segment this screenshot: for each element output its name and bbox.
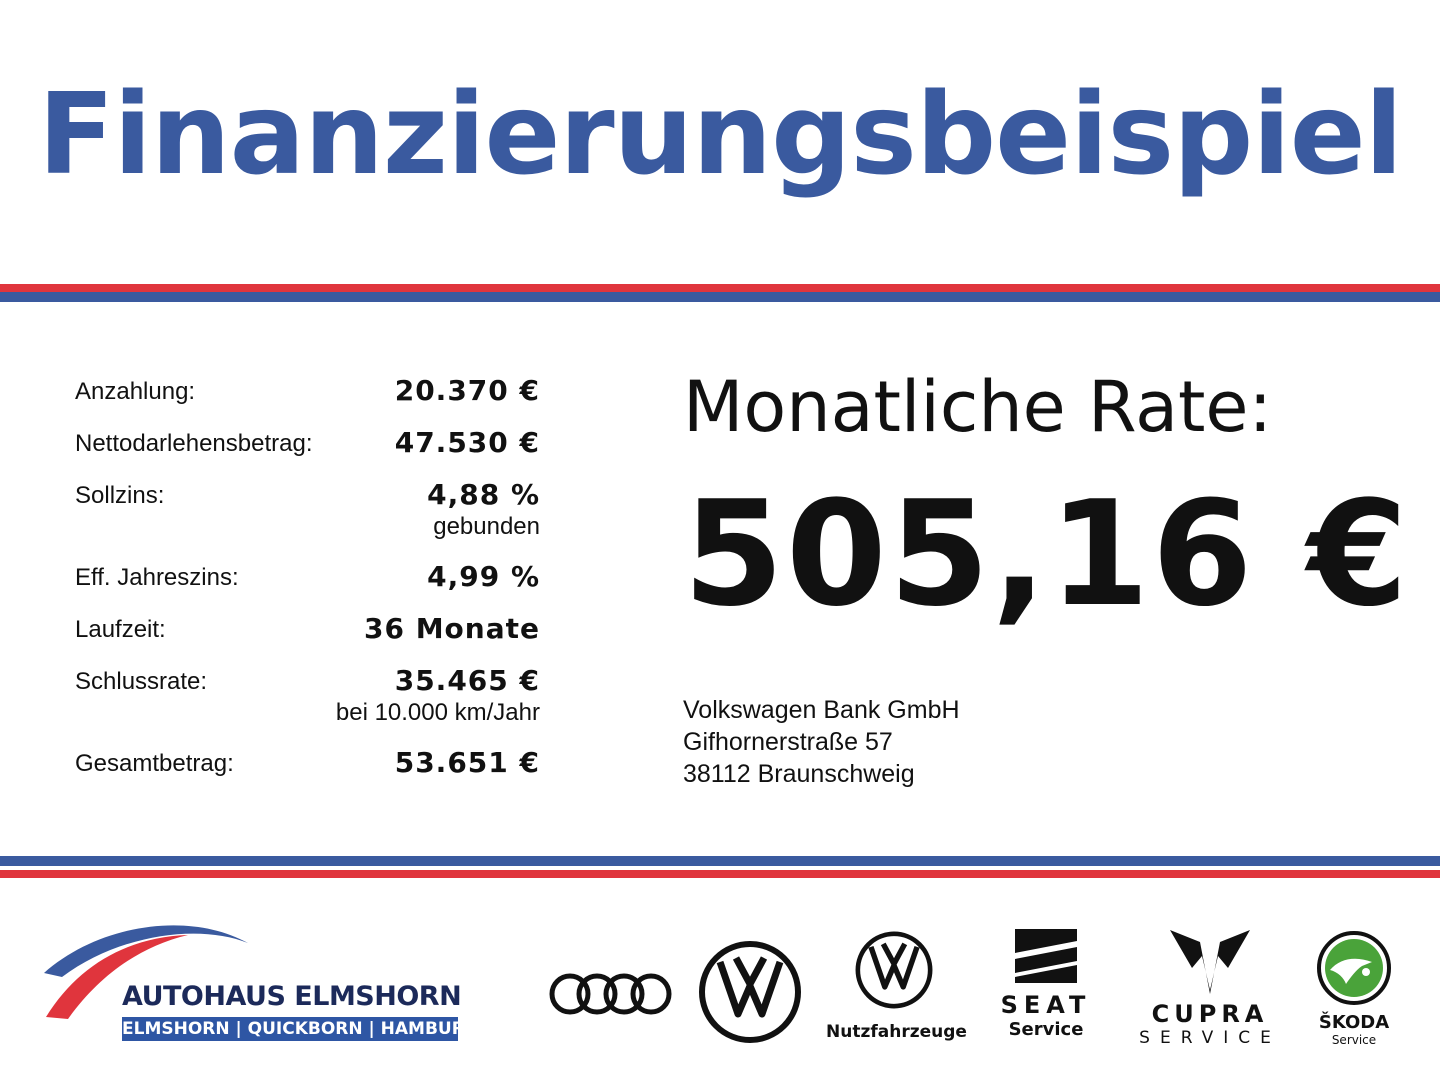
bank-street: Gifhornerstraße 57 [683, 728, 893, 756]
vw-nfz-label: Nutzfahrzeuge [826, 1022, 967, 1042]
detail-row-anzahlung: Anzahlung: 20.370 € [75, 374, 540, 408]
detail-row-laufzeit: Laufzeit: 36 Monate [75, 612, 540, 646]
cupra-service-label: SERVICE [1139, 1028, 1281, 1048]
dealer-swoosh-icon [44, 925, 248, 1019]
vw-icon [699, 941, 801, 1043]
detail-label: Schlussrate: [75, 668, 208, 695]
dealer-locations: ELMSHORN | QUICKBORN | HAMBURG [122, 1017, 479, 1041]
monthly-rate-value: 505,16 € [683, 470, 1410, 639]
detail-row-eff-jahreszins: Eff. Jahreszins: 4,99 % [75, 560, 540, 594]
seat-service-label: Service [1008, 1019, 1084, 1040]
detail-row-nettodarlehensbetrag: Nettodarlehensbetrag: 47.530 € [75, 426, 540, 460]
cupra-icon [1170, 930, 1250, 994]
detail-row-gesamtbetrag: Gesamtbetrag: 53.651 € [75, 746, 540, 780]
detail-value: 4,88 % [427, 478, 540, 511]
audi-rings-icon [549, 973, 672, 1015]
finance-details: Anzahlung: 20.370 € Nettodarlehensbetrag… [75, 374, 540, 798]
audi-logo [548, 970, 673, 1022]
bank-city: 38112 Braunschweig [683, 760, 915, 788]
detail-value: 35.465 € [394, 664, 540, 697]
skoda-service-label: Service [1331, 1033, 1377, 1047]
detail-label: Sollzins: [75, 482, 165, 509]
monthly-rate-label: Monatliche Rate: [683, 366, 1273, 448]
seat-logo: SEAT Service [985, 925, 1107, 1040]
vw-nfz-icon [855, 931, 933, 1009]
detail-note: gebunden [433, 513, 540, 540]
detail-label: Gesamtbetrag: [75, 750, 234, 777]
cupra-logo: CUPRA SERVICE [1130, 928, 1290, 1048]
skoda-arrow-icon [1317, 931, 1391, 1005]
dealer-name: AUTOHAUS ELMSHORN [122, 981, 462, 1012]
cupra-wordmark: CUPRA [1151, 1000, 1269, 1028]
detail-value: 53.651 € [394, 746, 540, 779]
bank-name: Volkswagen Bank GmbH [683, 696, 960, 724]
vw-nutzfahrzeuge-logo: Nutzfahrzeuge [826, 930, 967, 1042]
detail-row-sollzins: Sollzins: 4,88 % gebunden [75, 478, 540, 542]
detail-value: 47.530 € [394, 426, 540, 459]
page-title: Finanzierungsbeispiel [37, 70, 1403, 200]
top-divider [0, 284, 1440, 306]
detail-label: Laufzeit: [75, 616, 166, 643]
bottom-divider [0, 856, 1440, 880]
bank-address: Volkswagen Bank GmbH Gifhornerstraße 57 … [683, 694, 960, 790]
detail-label: Anzahlung: [75, 378, 196, 405]
volkswagen-logo [698, 940, 802, 1048]
detail-label: Eff. Jahreszins: [75, 564, 239, 591]
skoda-wordmark: ŠKODA [1318, 1012, 1390, 1033]
detail-note: bei 10.000 km/Jahr [335, 699, 540, 726]
dealer-logo: AUTOHAUS ELMSHORN ELMSHORN | QUICKBORN |… [38, 915, 479, 1045]
detail-label: Nettodarlehensbetrag: [75, 430, 313, 457]
detail-value: 4,99 % [427, 560, 540, 593]
detail-value: 36 Monate [363, 612, 540, 645]
skoda-logo: ŠKODA Service [1306, 930, 1402, 1047]
detail-row-schlussrate: Schlussrate: 35.465 € bei 10.000 km/Jahr [75, 664, 540, 728]
seat-s-icon [1015, 929, 1077, 983]
seat-wordmark: SEAT [1000, 991, 1092, 1019]
detail-value: 20.370 € [394, 374, 540, 407]
